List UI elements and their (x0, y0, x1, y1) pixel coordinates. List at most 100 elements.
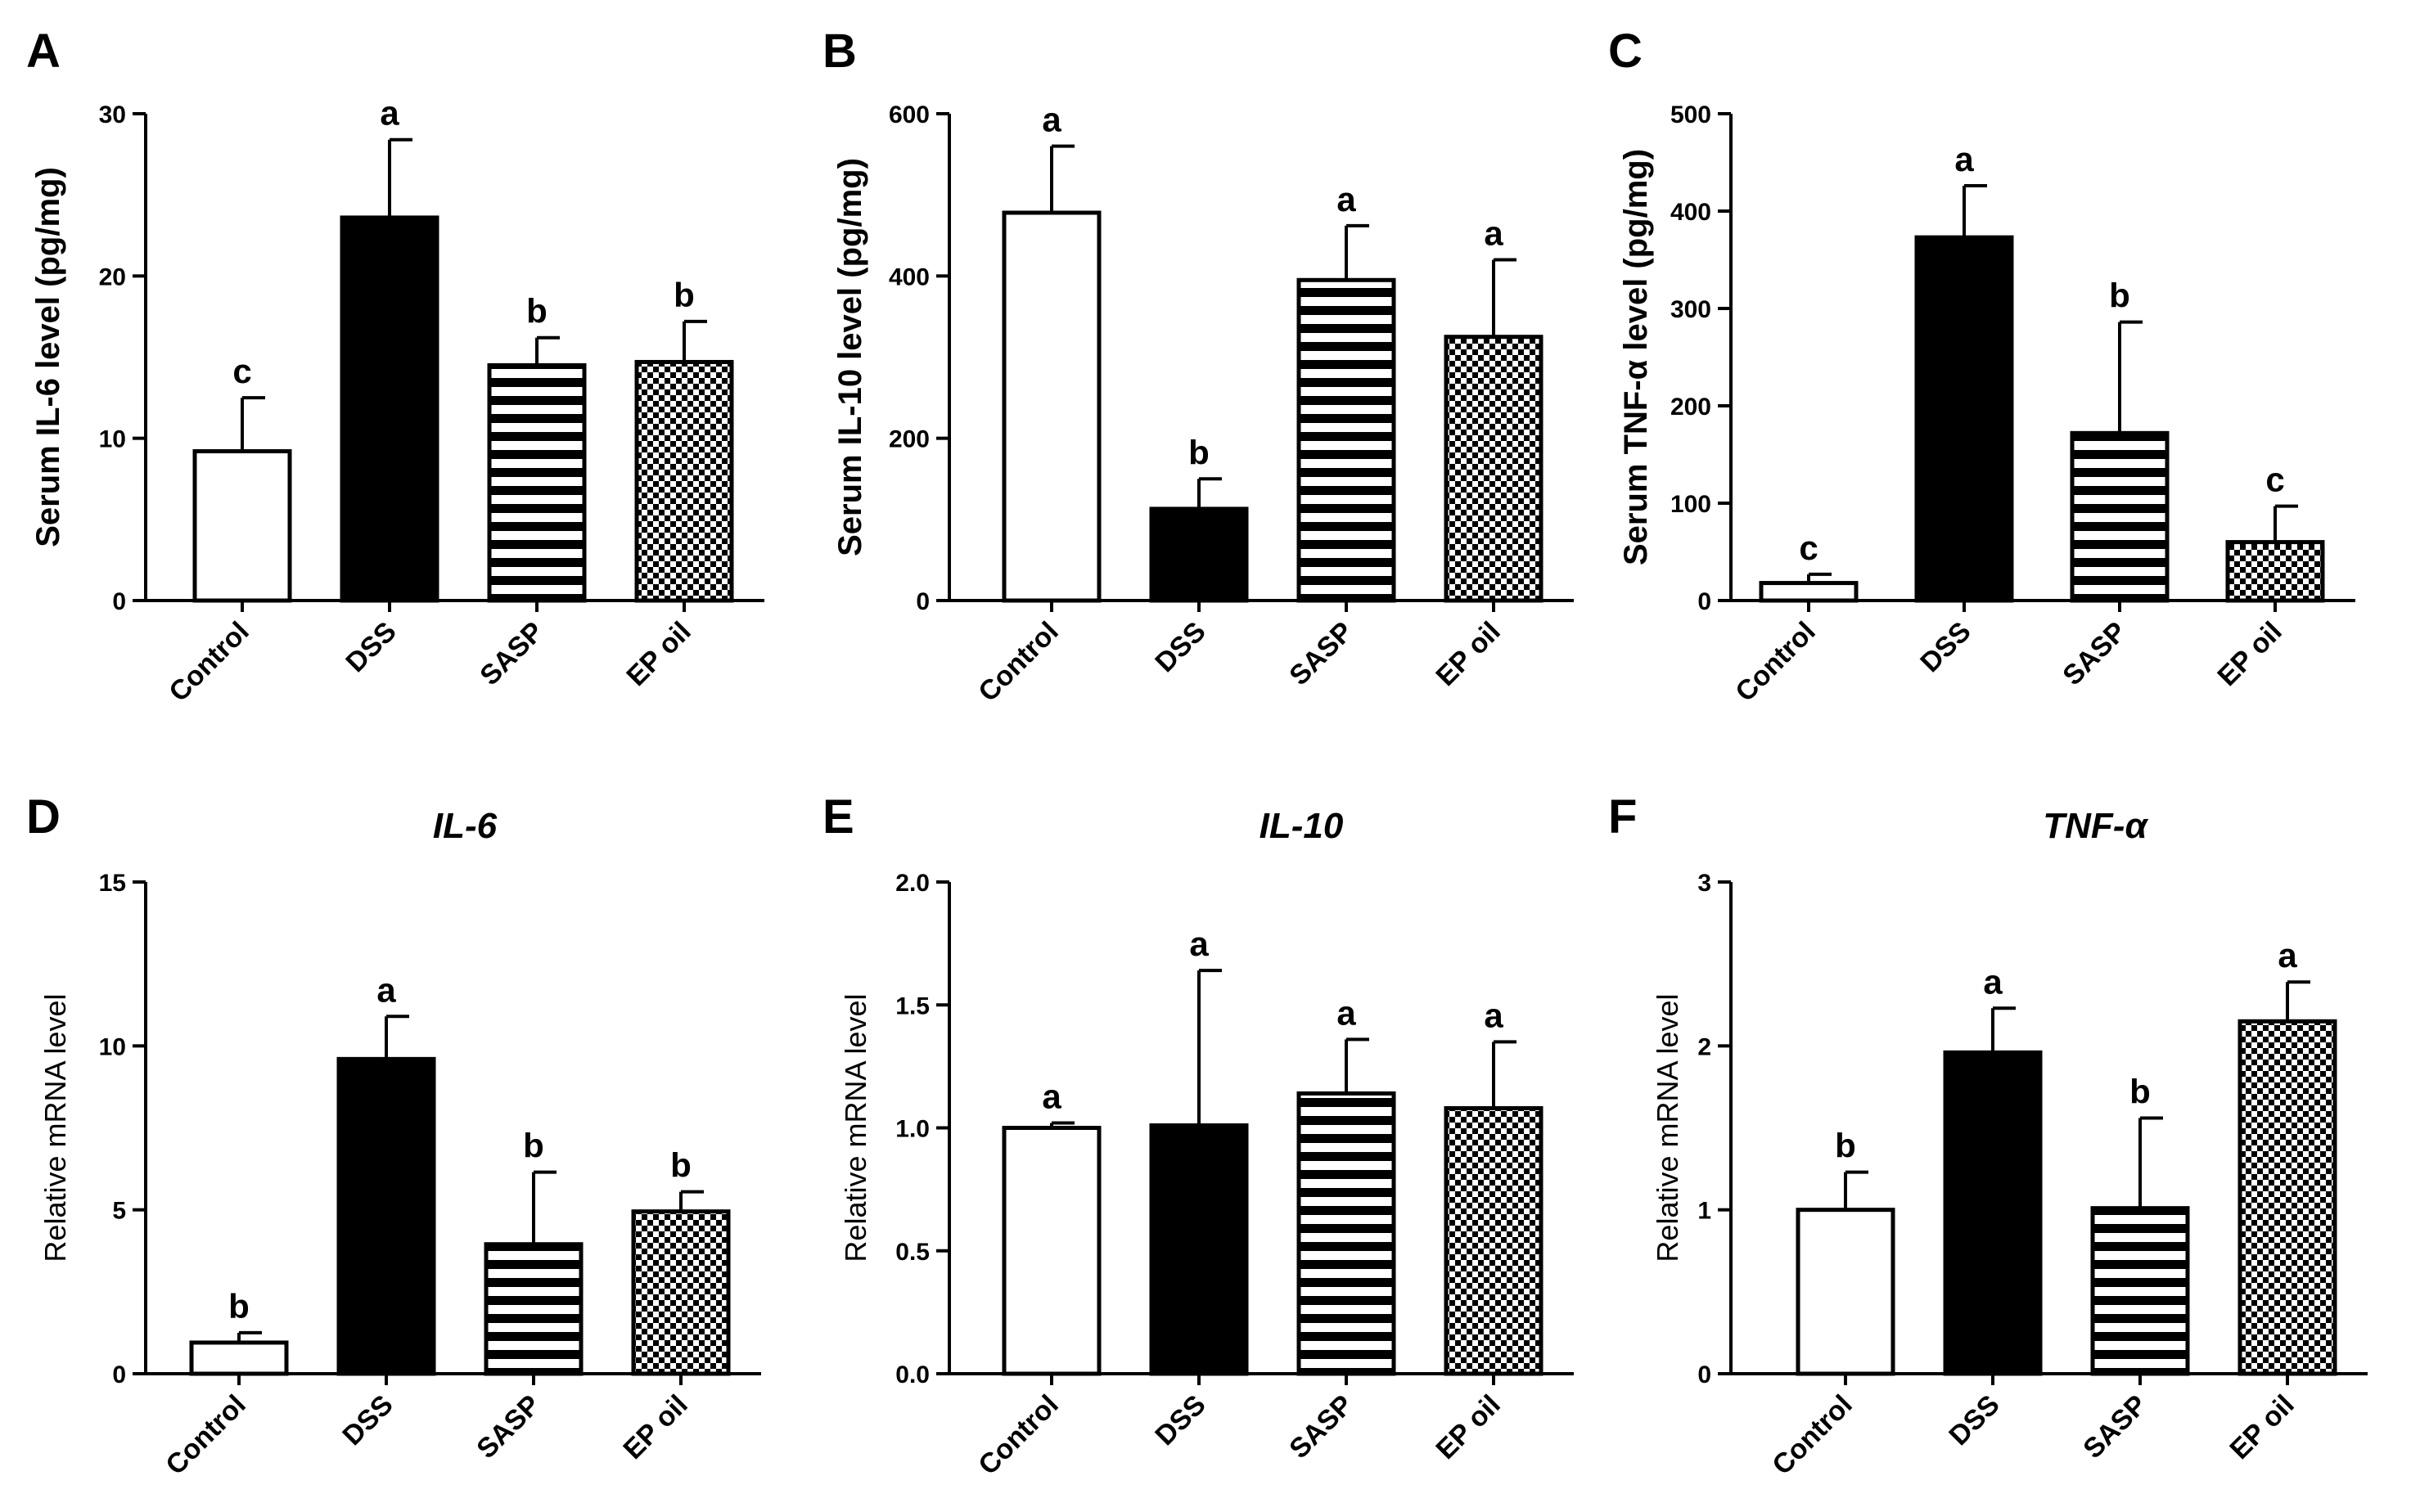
bar-dss (1943, 1050, 2043, 1376)
category-label: DSS (1943, 1389, 2005, 1451)
y-tick-label: 200 (1670, 394, 1711, 421)
category-label: SASP (471, 1389, 546, 1465)
bar-sasp (1296, 1091, 1396, 1376)
significance-letter: b (670, 1146, 692, 1185)
y-axis-label: Serum IL-6 level (pg/mg) (30, 167, 66, 547)
significance-letter: a (1484, 996, 1503, 1034)
y-tick-label: 600 (889, 101, 930, 128)
y-tick-label: 3 (1697, 870, 1711, 897)
bar-dss (336, 1056, 436, 1376)
category-label: DSS (340, 616, 402, 678)
panel-title: IL-6 (433, 806, 498, 846)
significance-letter: a (1336, 180, 1356, 218)
significance-letter: a (1484, 214, 1503, 253)
y-axis-label: Relative mRNA level (839, 993, 872, 1262)
bar-control (192, 449, 292, 603)
y-axis-label: Relative mRNA level (38, 993, 72, 1262)
panel-d: D IL-6 Relative mRNA level 0 5 10 15 b Control a D… (26, 790, 761, 1481)
category-label: EP oil (2224, 1389, 2300, 1465)
y-tick-label: 300 (1670, 296, 1711, 323)
category-label: DSS (1149, 1389, 1211, 1451)
significance-letter: b (523, 1127, 544, 1165)
y-tick-label: 0 (1697, 1361, 1711, 1388)
panel-f: F TNF-α Relative mRNA level 0 1 2 3 b Control a DS… (1608, 790, 2368, 1481)
panel-title: TNF-α (2043, 806, 2148, 846)
panel-letter: F (1608, 790, 1637, 844)
significance-letter: a (1336, 993, 1356, 1032)
bar-dss (1914, 235, 2014, 603)
panel-letter: D (26, 790, 61, 844)
category-label: SASP (2077, 1389, 2152, 1465)
significance-letter: b (1188, 433, 1210, 471)
y-tick-label: 0 (1697, 588, 1711, 615)
significance-letter: a (1189, 925, 1209, 963)
category-label: Control (1729, 616, 1821, 708)
significance-letter: a (1954, 140, 1974, 178)
category-label: EP oil (1430, 616, 1506, 692)
y-tick-label: 10 (99, 1033, 126, 1060)
panel-letter: E (822, 790, 854, 844)
panel-letter: A (26, 25, 61, 78)
significance-letter: a (380, 94, 399, 133)
panel-title: IL-10 (1260, 806, 1344, 846)
category-label: DSS (1914, 616, 1976, 678)
category-label: Control (160, 1389, 251, 1481)
category-label: Control (972, 1389, 1064, 1481)
y-tick-label: 15 (99, 870, 126, 897)
bar-dss (1149, 506, 1249, 603)
significance-letter: a (1042, 1077, 1061, 1115)
bar-sasp (2070, 430, 2170, 603)
y-tick-label: 200 (889, 426, 930, 453)
category-label: Control (1766, 1389, 1858, 1481)
y-tick-label: 10 (99, 426, 126, 453)
significance-letter: b (526, 292, 548, 331)
significance-letter: b (674, 276, 695, 314)
bar-dss (340, 215, 439, 603)
y-axis-label: Serum TNF-α level (pg/mg) (1618, 149, 1654, 565)
significance-letter: a (1983, 962, 2003, 1001)
panel-a: A Serum IL-6 level (pg/mg) 0 10 20 30 c Control… (26, 25, 764, 708)
category-label: EP oil (2211, 616, 2287, 692)
bar-sasp (2090, 1206, 2190, 1376)
significance-letter: c (232, 352, 251, 390)
y-tick-label: 5 (112, 1198, 126, 1225)
y-tick-label: 0.5 (895, 1239, 930, 1266)
category-label: DSS (1149, 616, 1211, 678)
category-label: Control (972, 616, 1064, 708)
bar-ep-oil (634, 359, 734, 603)
y-tick-label: 0.0 (895, 1361, 930, 1388)
significance-letter: c (2265, 461, 2284, 499)
significance-letter: a (2278, 936, 2297, 974)
y-tick-label: 20 (99, 263, 126, 290)
category-label: EP oil (617, 1389, 693, 1465)
category-label: Control (163, 616, 255, 708)
panel-c: C Serum TNF-α level (pg/mg) 0 100 200 300 400 5… (1608, 25, 2355, 708)
significance-letter: c (1799, 529, 1818, 567)
bar-dss (1149, 1123, 1249, 1376)
significance-letter: a (1042, 101, 1061, 139)
bar-control (1002, 210, 1102, 603)
category-label: EP oil (620, 616, 696, 692)
y-tick-label: 400 (889, 263, 930, 290)
y-tick-label: 0 (112, 1361, 126, 1388)
bar-ep-oil (1444, 1105, 1543, 1376)
y-tick-label: 2.0 (895, 870, 930, 897)
panel-e: E IL-10 Relative mRNA level 0.0 0.5 1.0 1.5 2.0… (822, 790, 1574, 1481)
panel-letter: B (822, 25, 857, 78)
y-tick-label: 100 (1670, 491, 1711, 518)
bar-sasp (1296, 277, 1396, 603)
y-tick-label: 0 (112, 588, 126, 615)
significance-letter: b (2109, 277, 2130, 315)
bar-control (189, 1340, 289, 1376)
bar-ep-oil (1444, 335, 1543, 603)
category-label: SASP (474, 616, 549, 691)
y-axis-label: Relative mRNA level (1651, 993, 1684, 1262)
bar-sasp (487, 362, 587, 603)
y-tick-label: 30 (99, 101, 126, 128)
bar-sasp (484, 1242, 584, 1376)
category-label: SASP (2057, 616, 2132, 691)
category-label: EP oil (1430, 1389, 1506, 1465)
y-tick-label: 0 (916, 588, 930, 615)
bar-control (1759, 581, 1859, 603)
